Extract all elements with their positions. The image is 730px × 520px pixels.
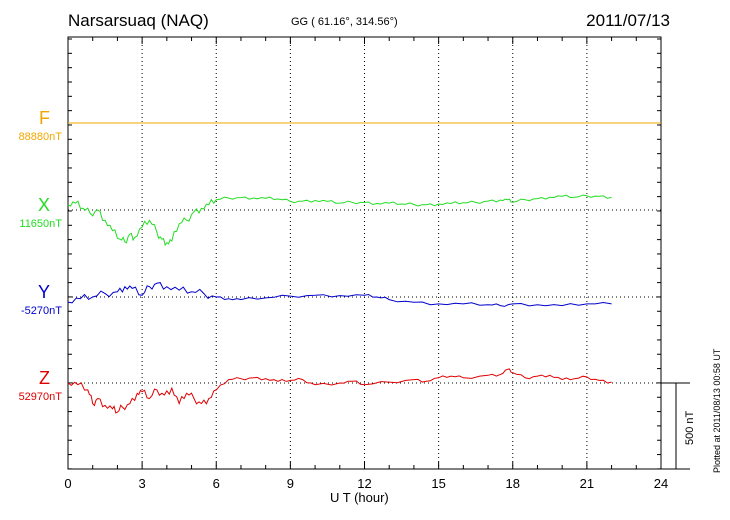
baseline-label-f: 88880nT xyxy=(18,131,62,143)
component-label-f: F xyxy=(39,108,50,128)
x-tick-label: 12 xyxy=(357,476,371,491)
x-tick-label: 21 xyxy=(580,476,594,491)
x-tick-label: 3 xyxy=(139,476,146,491)
station-title: Narsarsuaq (NAQ) xyxy=(68,11,209,30)
series-line-y xyxy=(67,282,612,307)
x-tick-label: 18 xyxy=(506,476,520,491)
component-label-z: Z xyxy=(39,368,50,388)
baseline-label-z: 52970nT xyxy=(18,391,62,403)
plot-date: 2011/07/13 xyxy=(586,11,670,30)
x-tick-label: 9 xyxy=(287,476,294,491)
x-tick-label: 15 xyxy=(431,476,445,491)
plotted-timestamp: Plotted at 2011/08/13 00:58 UT xyxy=(712,348,722,473)
series-line-z xyxy=(67,368,612,414)
series-line-x xyxy=(67,194,612,247)
x-tick-label: 6 xyxy=(213,476,220,491)
x-axis-title: U T (hour) xyxy=(330,490,389,505)
x-tick-label: 0 xyxy=(64,476,71,491)
scale-bar-label: 500 nT xyxy=(684,410,696,445)
baseline-label-x: 11650nT xyxy=(19,218,62,230)
component-label-y: Y xyxy=(37,282,50,302)
geographic-coordinates: GG ( 61.16°, 314.56°) xyxy=(291,16,398,28)
baseline-label-y: -5270nT xyxy=(21,305,62,317)
x-tick-label: 24 xyxy=(654,476,668,491)
component-label-x: X xyxy=(37,195,50,215)
